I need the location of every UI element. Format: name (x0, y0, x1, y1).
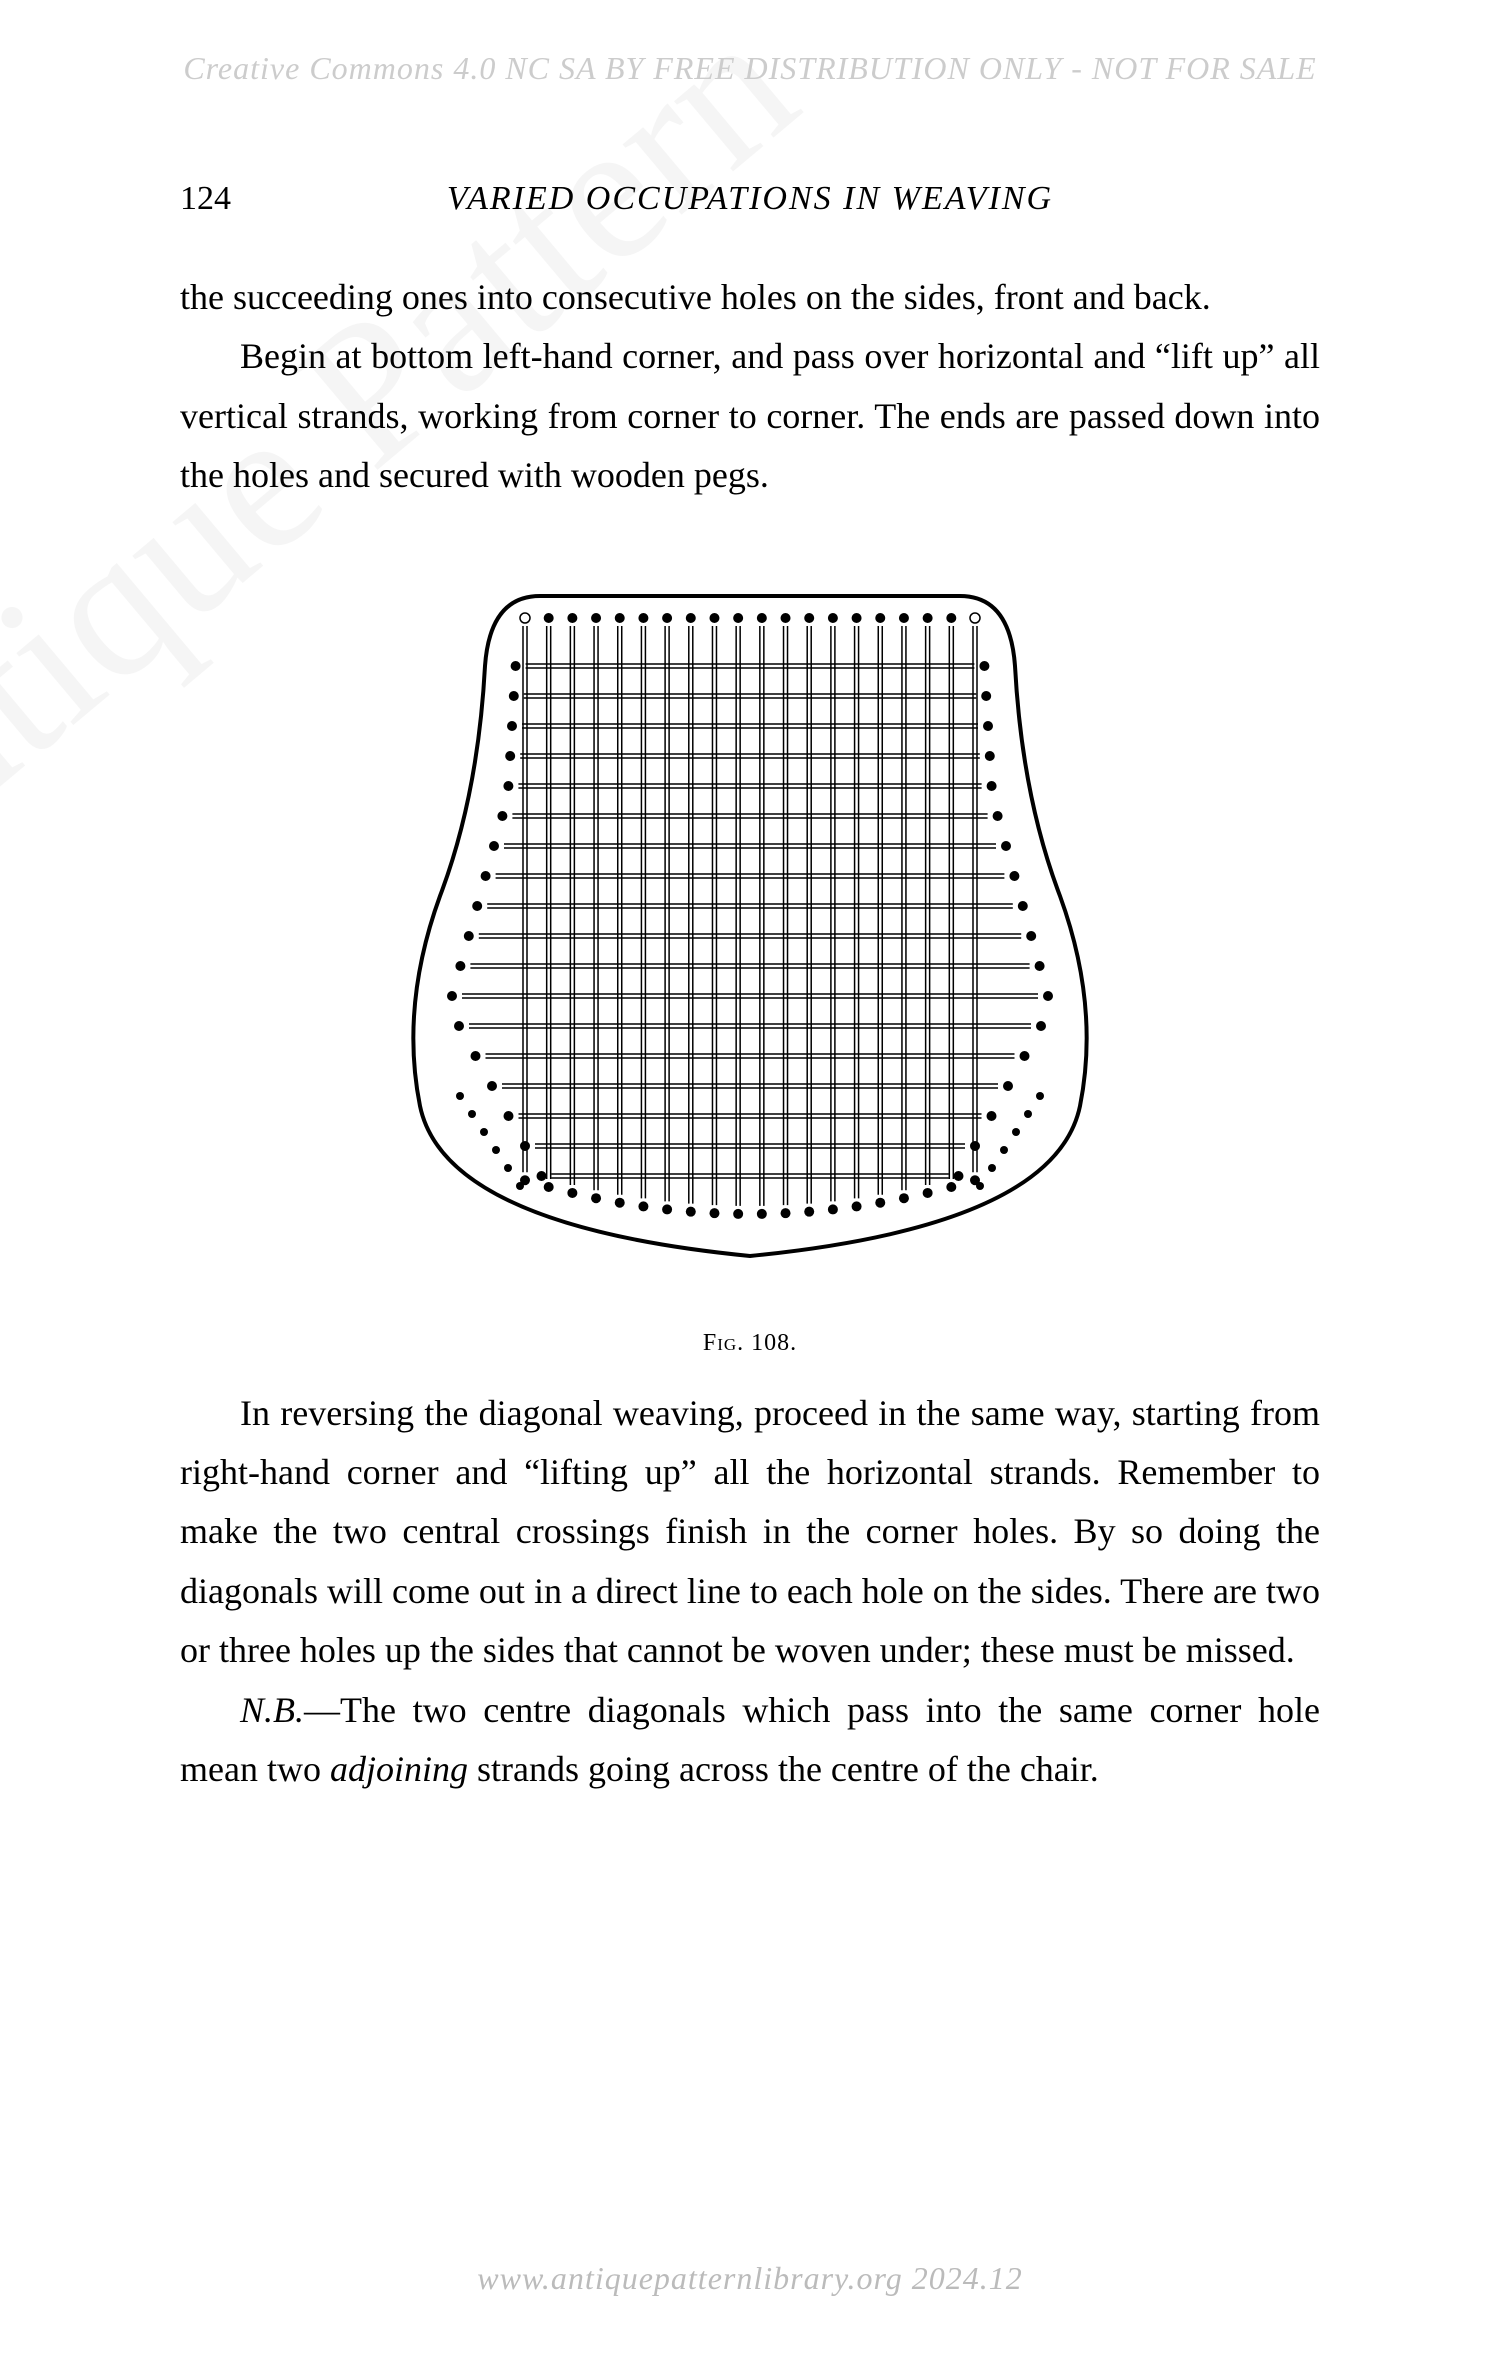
paragraph-4: N.B.—The two centre diagonals which pass… (180, 1681, 1320, 1800)
body-text: the succeeding ones into consecutive hol… (180, 268, 1320, 1799)
figure-108-svg (370, 536, 1130, 1296)
page-number: 124 (180, 180, 300, 218)
paragraph-3: In reversing the diagonal weaving, proce… (180, 1384, 1320, 1681)
para4-italic: adjoining (330, 1749, 468, 1789)
para4-text-b: strands going across the centre of the c… (468, 1749, 1099, 1789)
running-head: VARIED OCCUPATIONS IN WEAVING (300, 180, 1320, 218)
figure-108: Fig. 108. (180, 536, 1320, 1364)
nb-label: N.B. (240, 1690, 304, 1730)
watermark-top: Creative Commons 4.0 NC SA BY FREE DISTR… (0, 50, 1500, 87)
paragraph-2: Begin at bottom left-hand corner, and pa… (180, 327, 1320, 505)
figure-caption: Fig. 108. (180, 1324, 1320, 1364)
watermark-bottom: www.antiquepatternlibrary.org 2024.12 (0, 2260, 1500, 2297)
page-content: 124 VARIED OCCUPATIONS IN WEAVING the su… (180, 180, 1320, 1799)
paragraph-1: the succeeding ones into consecutive hol… (180, 268, 1320, 327)
page-header: 124 VARIED OCCUPATIONS IN WEAVING (180, 180, 1320, 218)
